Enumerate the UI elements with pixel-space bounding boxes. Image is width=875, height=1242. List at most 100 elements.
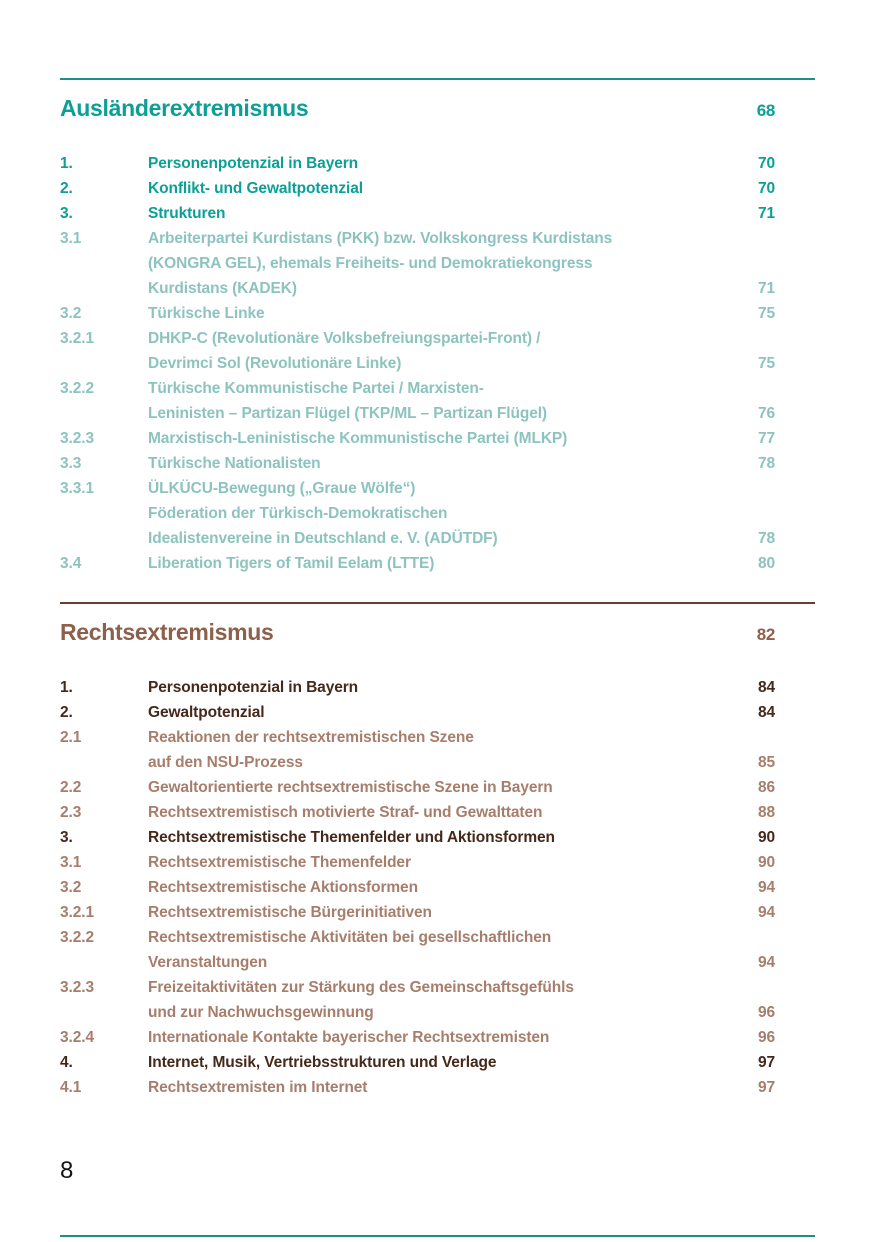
toc-entry-title: Personenpotenzial in Bayern [148, 151, 725, 176]
toc-entry-title-line: Leninisten – Partizan Flügel (TKP/ML – P… [148, 405, 547, 422]
toc-entry-number: 1. [60, 679, 73, 696]
toc-entry-title: Rechtsextremistisch motivierte Straf- un… [148, 800, 725, 825]
toc-entry: 3.4 Liberation Tigers of Tamil Eelam (LTT… [60, 551, 815, 576]
toc-entry: 3.2.2 Rechtsextremistische Aktivitäten be… [60, 925, 815, 975]
toc-entry-title-line: Türkische Kommunistische Partei / Marxis… [148, 380, 484, 397]
toc-entry-title-line: DHKP-C (Revolutionäre Volksbefreiungspar… [148, 330, 541, 347]
toc-entry-title-line: Rechtsextremistische Aktivitäten bei ges… [148, 929, 552, 946]
section-page-number: 68 [756, 101, 776, 120]
toc-entry-page: 96 [757, 1004, 775, 1021]
toc-entry-title-line: Arbeiterpartei Kurdistans (PKK) bzw. Vol… [148, 230, 613, 247]
toc-entry-title: Gewaltpotenzial [148, 700, 725, 725]
toc-entry-title-line: Türkische Linke [148, 305, 265, 322]
toc-entry-page: 94 [757, 954, 775, 971]
toc-entry-title-line: Rechtsextremistische Themenfelder [148, 854, 411, 871]
toc-entry-title-line: auf den NSU-Prozess [148, 754, 303, 771]
toc-entry-title-line: Konflikt- und Gewaltpotenzial [148, 180, 363, 197]
toc-entry-title-line: Devrimci Sol (Revolutionäre Linke) [148, 355, 402, 372]
toc-entry-title: Türkische Kommunistische Partei / Marxis… [148, 376, 725, 426]
toc-entry-title-line: Rechtsextremistische Bürgerinitiativen [148, 904, 432, 921]
section-divider-rule [60, 602, 815, 604]
toc-entry: 3.2.1 DHKP-C (Revolutionäre Volksbefreiun… [60, 326, 815, 376]
toc-entry-page: 78 [757, 455, 775, 472]
bottom-rule [60, 1235, 815, 1237]
toc-entry-page: 78 [757, 530, 775, 547]
toc-entry-title-line: und zur Nachwuchsgewinnung [148, 1004, 374, 1021]
toc-entry-number: 3.2.3 [60, 430, 94, 447]
toc-entry-number: 4. [60, 1054, 73, 1071]
section-headline: Rechtsextremismus 82 [60, 604, 815, 647]
toc-entry-number: 2. [60, 180, 73, 197]
toc-entry-title-line: Freizeitaktivitäten zur Stärkung des Gem… [148, 979, 574, 996]
toc-entry: 3.2.3 Marxistisch-Leninistische Kommunist… [60, 426, 815, 451]
toc-entry-title: Türkische Linke [148, 301, 725, 326]
toc-entry-page: 77 [757, 430, 775, 447]
toc-entry-title: ÜLKÜCU-Bewegung („Graue Wölfe“) Föderatio… [148, 476, 725, 551]
toc-entry-title-line: Internationale Kontakte bayerischer Rech… [148, 1029, 550, 1046]
toc-entry-title-line: Gewaltorientierte rechtsextremistische S… [148, 779, 553, 796]
toc-sections: Ausländerextremismus 68 1. Personenpotenzia… [60, 0, 815, 1100]
toc-entry-title: Konflikt- und Gewaltpotenzial [148, 176, 725, 201]
toc-entry-page: 70 [757, 155, 775, 172]
toc-entry-title: Internationale Kontakte bayerischer Rech… [148, 1025, 725, 1050]
toc-entry-number: 3.2 [60, 305, 82, 322]
toc-entry-page: 90 [757, 829, 775, 846]
toc-entry: 3.1 Rechtsextremistische Themenfelder 90 [60, 850, 815, 875]
toc-entry-title-line: Föderation der Türkisch-Demokratischen [148, 505, 448, 522]
toc-entry-number: 2.1 [60, 729, 82, 746]
toc-entry: 3.2 Rechtsextremistische Aktionsformen 94 [60, 875, 815, 900]
toc-entry-title-line: Veranstaltungen [148, 954, 268, 971]
toc-entry-title-line: Rechtsextremistisch motivierte Straf- un… [148, 804, 543, 821]
toc-entry-title-line: ÜLKÜCU-Bewegung („Graue Wölfe“) [148, 480, 416, 497]
toc-entry-title: Rechtsextremistische Aktivitäten bei ges… [148, 925, 725, 975]
toc-entry-title: Rechtsextremistische Themenfelder und Ak… [148, 825, 725, 850]
toc-entry-title: Türkische Nationalisten [148, 451, 725, 476]
toc-entry-number: 1. [60, 155, 73, 172]
toc-entry-title: Gewaltorientierte rechtsextremistische S… [148, 775, 725, 800]
toc-entry-page: 70 [757, 180, 775, 197]
toc-entry: 3.2.4 Internationale Kontakte bayerischer… [60, 1025, 815, 1050]
toc-entry-title-line: Personenpotenzial in Bayern [148, 155, 359, 172]
toc-entry: 3.2.1 Rechtsextremistische Bürgerinitiati… [60, 900, 815, 925]
toc-entry-title-line: Gewaltpotenzial [148, 704, 265, 721]
toc-entry: 4. Internet, Musik, Vertriebsstrukturen u… [60, 1050, 815, 1075]
toc-entry-title: DHKP-C (Revolutionäre Volksbefreiungspar… [148, 326, 725, 376]
toc-entry: 2.1 Reaktionen der rechtsextremistischen … [60, 725, 815, 775]
toc-entry-page: 86 [757, 779, 775, 796]
toc-entry-page: 84 [757, 704, 775, 721]
toc-entry-title-line: Rechtsextremistische Aktionsformen [148, 879, 418, 896]
toc-entry: 1. Personenpotenzial in Bayern 84 [60, 675, 815, 700]
toc-entry-number: 3. [60, 829, 73, 846]
toc-entry-page: 76 [757, 405, 775, 422]
toc-entry-page: 84 [757, 679, 775, 696]
section-title: Ausländerextremismus [60, 95, 309, 121]
toc-entry: 3.2.2 Türkische Kommunistische Partei / M… [60, 376, 815, 426]
toc-entry-page: 80 [757, 555, 775, 572]
toc-entry-title: Rechtsextremistische Bürgerinitiativen [148, 900, 725, 925]
toc-entry-number: 3.2.2 [60, 380, 94, 397]
toc-entry-number: 3.2.1 [60, 904, 94, 921]
toc-entry-title: Internet, Musik, Vertriebsstrukturen und… [148, 1050, 725, 1075]
toc-entry-list: 1. Personenpotenzial in Bayern 84 2. Gewaltp… [60, 675, 815, 1100]
toc-entry-title: Liberation Tigers of Tamil Eelam (LTTE) [148, 551, 725, 576]
section-page-number: 82 [756, 625, 776, 644]
toc-entry-list: 1. Personenpotenzial in Bayern 70 2. Konflik… [60, 151, 815, 576]
toc-entry-number: 3.2 [60, 879, 82, 896]
toc-entry: 1. Personenpotenzial in Bayern 70 [60, 151, 815, 176]
toc-entry-number: 2. [60, 704, 73, 721]
toc-entry-page: 94 [757, 879, 775, 896]
toc-entry: 2. Gewaltpotenzial 84 [60, 700, 815, 725]
toc-entry: 3.3.1 ÜLKÜCU-Bewegung („Graue Wölfe“) Föde… [60, 476, 815, 551]
toc-entry-number: 3.3.1 [60, 480, 94, 497]
toc-entry-number: 3.3 [60, 455, 82, 472]
toc-entry-page: 96 [757, 1029, 775, 1046]
toc-entry-page: 94 [757, 904, 775, 921]
top-rule [60, 78, 815, 80]
toc-entry-number: 2.2 [60, 779, 82, 796]
toc-entry-number: 3.2.3 [60, 979, 94, 996]
toc-entry-number: 3.2.1 [60, 330, 94, 347]
page-number-footer: 8 [60, 1157, 74, 1184]
toc-entry-title: Rechtsextremistische Aktionsformen [148, 875, 725, 900]
toc-entry: 3.2 Türkische Linke 75 [60, 301, 815, 326]
